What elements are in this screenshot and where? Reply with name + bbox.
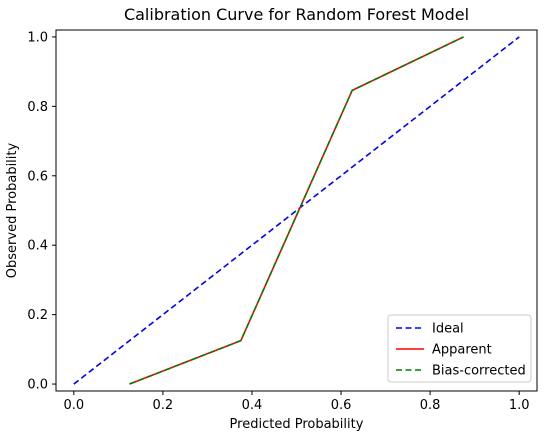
y-tick-label: 0.8 [27,100,48,115]
x-axis-label: Predicted Probability [230,417,364,432]
y-tick-label: 0.0 [27,378,48,393]
series-line-bias-corrected [129,36,464,385]
legend-label: Apparent [432,343,492,358]
y-tick-label: 0.2 [27,308,48,323]
legend: Ideal Apparent Bias-corrected [387,314,532,383]
plot-frame [55,29,538,392]
x-axis-ticks: 0.0 0.2 0.4 0.6 0.8 1.0 [63,391,530,413]
series-line-ideal [73,36,520,385]
x-tick-label: 0.2 [153,398,174,413]
chart-title: Calibration Curve for Random Forest Mode… [124,5,469,24]
legend-label: Bias-corrected [432,364,526,379]
y-tick-label: 1.0 [27,30,48,45]
series-layer [73,36,520,385]
legend-box [387,314,532,383]
y-axis-label: Observed Probability [5,143,20,279]
y-tick-label: 0.4 [27,239,48,254]
x-tick-label: 0.6 [331,398,352,413]
y-tick-label: 0.6 [27,169,48,184]
x-tick-label: 0.8 [420,398,441,413]
x-tick-label: 1.0 [509,398,530,413]
legend-label: Ideal [432,322,464,337]
x-tick-label: 0.0 [63,398,84,413]
x-tick-label: 0.4 [242,398,263,413]
y-axis-ticks: 0.0 0.2 0.4 0.6 0.8 1.0 [27,30,56,393]
